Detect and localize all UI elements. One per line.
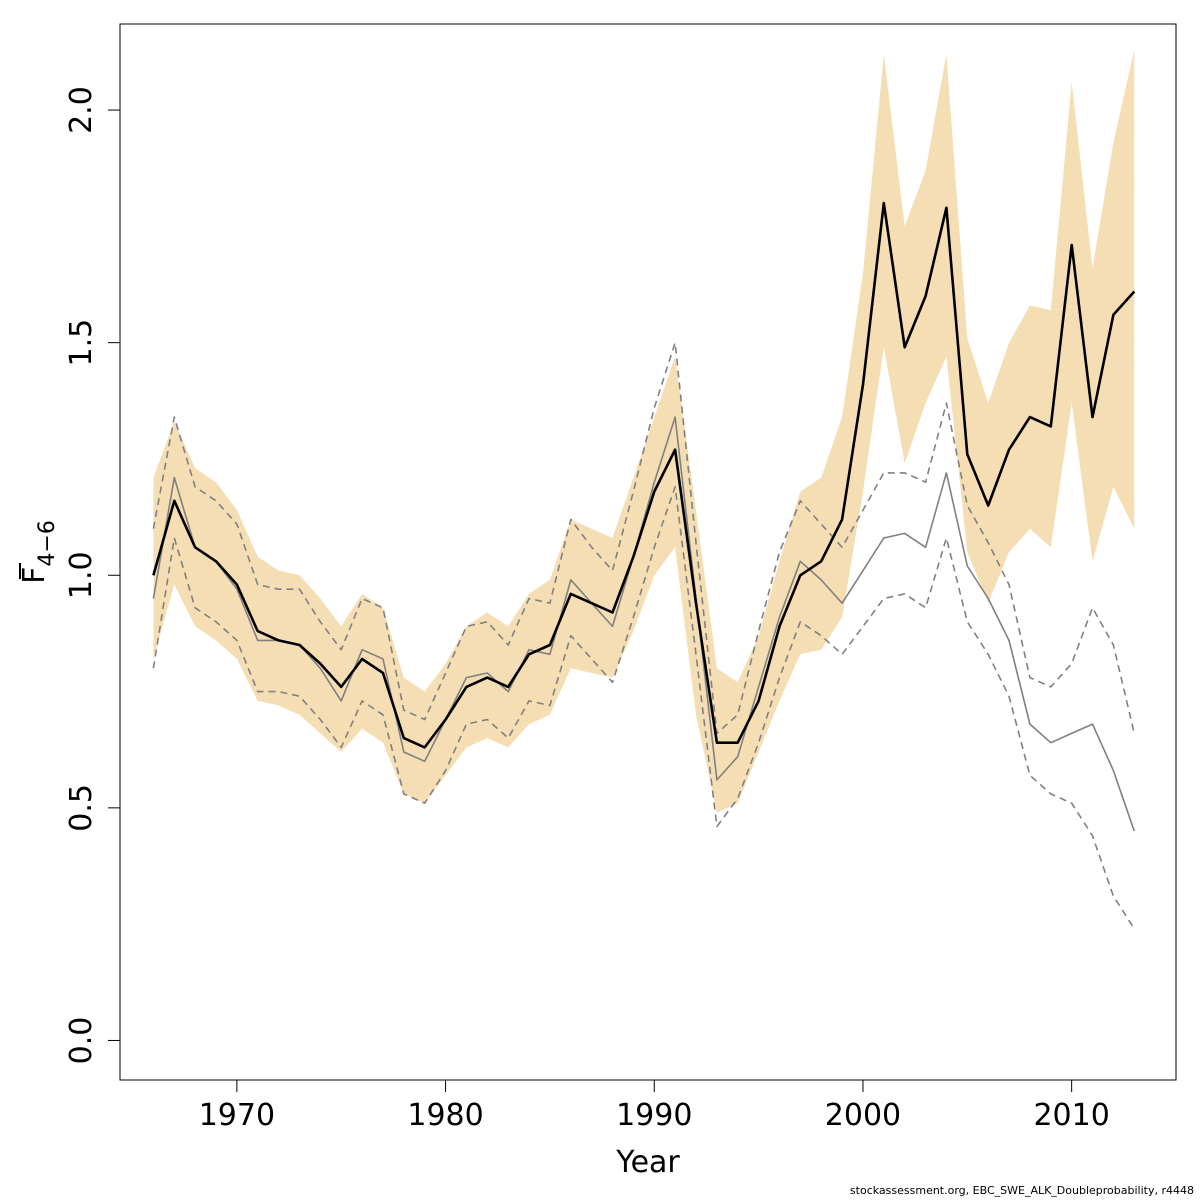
series-line-comparison-upper bbox=[152, 341, 1136, 735]
x-tick-label: 1970 bbox=[199, 1098, 275, 1133]
y-tick-label: 1.5 bbox=[64, 319, 99, 367]
x-tick-label: 2010 bbox=[1033, 1098, 1109, 1133]
x-tick-label: 1980 bbox=[407, 1098, 483, 1133]
confidence-band bbox=[153, 49, 1135, 813]
y-axis-title-main: F bbox=[17, 567, 52, 584]
y-tick-label: 0.5 bbox=[64, 784, 99, 832]
series-line-comparison bbox=[152, 416, 1136, 832]
y-axis: 0.0 0.5 1.0 1.5 2.0 bbox=[64, 86, 121, 1065]
svg-text:F4−6: F4−6 bbox=[17, 520, 60, 584]
series-line-estimate bbox=[152, 201, 1136, 749]
plot-area bbox=[152, 49, 1136, 930]
x-axis-title: Year bbox=[615, 1145, 680, 1180]
y-tick-label: 1.0 bbox=[64, 551, 99, 599]
x-tick-label: 1990 bbox=[616, 1098, 692, 1133]
x-tick-label: 2000 bbox=[825, 1098, 901, 1133]
x-axis: 1970 1980 1990 2000 2010 bbox=[199, 1079, 1110, 1133]
y-axis-title-subscript: 4−6 bbox=[35, 520, 60, 566]
footer-source: stockassessment.org, EBC_SWE_ALK_Doublep… bbox=[849, 1184, 1194, 1197]
y-axis-title: F4−6 bbox=[17, 520, 60, 584]
y-tick-label: 0.0 bbox=[64, 1017, 99, 1065]
series-line-comparison-lower bbox=[152, 486, 1135, 930]
y-tick-label: 2.0 bbox=[64, 86, 99, 134]
